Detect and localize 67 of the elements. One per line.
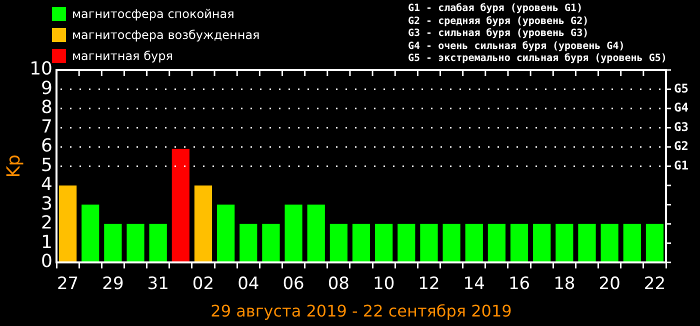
bar bbox=[194, 185, 212, 262]
bar bbox=[262, 224, 280, 262]
y-tick-label: 9 bbox=[41, 78, 53, 99]
text: G2 - средняя буря (уровень G2) bbox=[408, 16, 590, 28]
x-tick-label: 12 bbox=[418, 274, 440, 294]
x-tick-label: 29 bbox=[102, 274, 124, 294]
bar bbox=[442, 224, 460, 262]
bar bbox=[465, 224, 483, 262]
legend-label: магнитная буря bbox=[72, 48, 173, 62]
x-tick-label: 10 bbox=[373, 274, 395, 294]
y-tick-label: 4 bbox=[41, 174, 53, 196]
ref-line-label: G2 bbox=[674, 139, 688, 154]
bar bbox=[623, 224, 641, 262]
y-tick-label: 2 bbox=[41, 212, 53, 234]
bar bbox=[330, 224, 348, 262]
y-tick-label: 6 bbox=[41, 136, 53, 157]
bar bbox=[240, 224, 258, 262]
y-tick-label: 10 bbox=[30, 58, 53, 80]
text: G5 - экстремально сильная буря (уровень G5) bbox=[408, 53, 667, 66]
legend-label: магнитосфера возбужденная bbox=[72, 28, 260, 42]
ref-line-label: G5 bbox=[674, 81, 688, 96]
bar bbox=[104, 224, 122, 262]
ref-line-label: G4 bbox=[674, 100, 688, 115]
ref-line-label: G1 bbox=[674, 158, 688, 172]
bar bbox=[172, 148, 190, 262]
y-tick-label: 3 bbox=[41, 193, 53, 214]
bar bbox=[533, 224, 551, 262]
x-tick-label: 18 bbox=[554, 274, 576, 294]
y-tick-label: 1 bbox=[41, 232, 53, 253]
y-tick-label: 7 bbox=[41, 116, 53, 138]
text: G4 - очень сильная буря (уровень G4) bbox=[408, 40, 626, 53]
bar bbox=[488, 224, 506, 262]
x-tick-label: 20 bbox=[598, 274, 620, 294]
text: G3 - сильная буря (уровень G3) bbox=[408, 28, 590, 40]
legend-label: магнитосфера спокойная bbox=[72, 6, 234, 20]
x-tick-label: 27 bbox=[56, 274, 79, 294]
bar bbox=[126, 224, 144, 262]
bar bbox=[646, 224, 664, 262]
x-tick-label: 14 bbox=[463, 274, 485, 294]
x-tick-label: 06 bbox=[282, 274, 304, 294]
y-tick-label: 5 bbox=[41, 154, 53, 176]
y-axis-title: Kp bbox=[3, 154, 24, 178]
text: G1 - слабая буря (уровень G1) bbox=[408, 3, 584, 16]
x-tick-label: 16 bbox=[508, 274, 530, 294]
bar bbox=[307, 204, 325, 262]
x-tick-label: 04 bbox=[238, 274, 260, 294]
bar bbox=[284, 204, 302, 262]
bar bbox=[149, 224, 167, 262]
x-tick-label: 08 bbox=[328, 274, 350, 294]
bar bbox=[556, 224, 574, 262]
bar bbox=[58, 185, 77, 262]
x-tick-label: 31 bbox=[147, 274, 169, 294]
bar bbox=[398, 224, 416, 262]
bar bbox=[217, 204, 235, 262]
bar bbox=[600, 224, 618, 262]
ref-line-label: G3 bbox=[674, 120, 688, 134]
y-tick-label: 0 bbox=[41, 251, 53, 272]
y-tick-label: 8 bbox=[41, 97, 53, 118]
bar bbox=[420, 224, 438, 262]
bar bbox=[510, 224, 528, 262]
bar bbox=[375, 224, 393, 262]
x-tick-label: 22 bbox=[644, 274, 666, 294]
bar bbox=[352, 224, 370, 262]
x-axis-title: 29 августа 2019 - 22 сентября 2019 bbox=[210, 302, 512, 321]
bar bbox=[578, 224, 596, 262]
x-tick-label: 02 bbox=[192, 274, 214, 294]
bar bbox=[82, 204, 100, 262]
